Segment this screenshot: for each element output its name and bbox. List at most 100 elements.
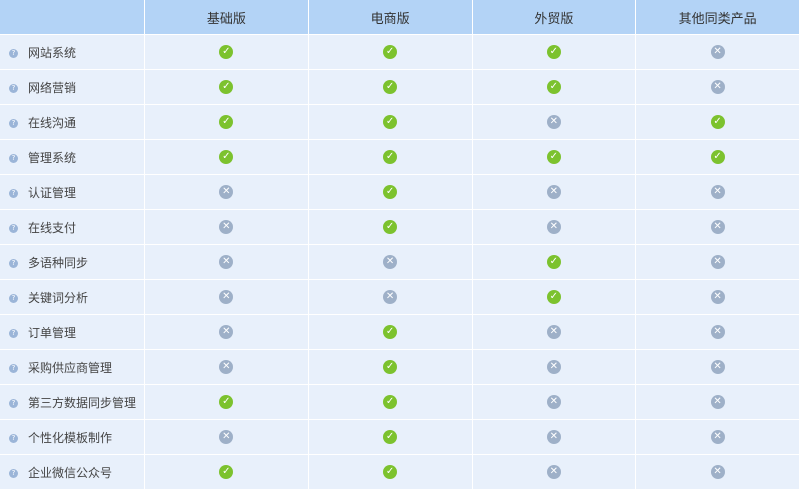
check-icon: ✓ — [546, 80, 561, 95]
table-row: ? 关键词分析 ✕ ✕ ✓ ✕ — [0, 279, 800, 315]
cross-icon: ✕ — [710, 465, 725, 480]
availability-cell: ✓ — [471, 279, 637, 315]
availability-cell: ✓ — [307, 384, 473, 420]
cross-icon: ✕ — [710, 290, 725, 305]
availability-cell: ✕ — [635, 209, 800, 245]
table-row: ? 多语种同步 ✕ ✕ ✓ ✕ — [0, 244, 800, 280]
help-icon[interactable]: ? — [9, 468, 18, 478]
availability-cell: ✕ — [471, 174, 637, 210]
availability-cell: ✕ — [471, 454, 637, 490]
availability-cell: ✓ — [307, 419, 473, 455]
availability-cell: ✓ — [635, 139, 800, 175]
availability-cell: ✕ — [144, 349, 309, 385]
availability-cell: ✓ — [307, 34, 473, 70]
availability-cell: ✓ — [635, 104, 800, 140]
check-icon: ✓ — [219, 465, 234, 480]
header-row: 基础版 电商版 外贸版 其他同类产品 — [0, 0, 800, 35]
feature-label: 企业微信公众号 — [28, 465, 113, 480]
check-icon: ✓ — [219, 45, 234, 60]
check-icon: ✓ — [383, 360, 398, 375]
cross-icon: ✕ — [219, 290, 234, 305]
cross-icon: ✕ — [383, 255, 398, 270]
table-row: ? 第三方数据同步管理 ✓ ✓ ✕ ✕ — [0, 384, 800, 420]
check-icon: ✓ — [219, 150, 234, 165]
feature-label: 订单管理 — [28, 325, 77, 340]
cross-icon: ✕ — [219, 220, 234, 235]
check-icon: ✓ — [383, 220, 398, 235]
availability-cell: ✓ — [307, 69, 473, 105]
check-icon: ✓ — [383, 430, 398, 445]
help-icon[interactable]: ? — [9, 363, 18, 373]
table-row: ? 网络营销 ✓ ✓ ✓ ✕ — [0, 69, 800, 105]
availability-cell: ✕ — [471, 209, 637, 245]
cross-icon: ✕ — [710, 430, 725, 445]
help-icon[interactable]: ? — [9, 48, 18, 58]
help-icon[interactable]: ? — [9, 153, 18, 163]
feature-cell: ? 网站系统 — [0, 34, 145, 70]
feature-cell: ? 个性化模板制作 — [0, 419, 145, 455]
help-icon[interactable]: ? — [9, 223, 18, 233]
availability-cell: ✓ — [144, 69, 309, 105]
table-row: ? 在线支付 ✕ ✓ ✕ ✕ — [0, 209, 800, 245]
availability-cell: ✓ — [471, 34, 637, 70]
table-row: ? 网站系统 ✓ ✓ ✓ ✕ — [0, 34, 800, 70]
availability-cell: ✓ — [307, 349, 473, 385]
help-icon[interactable]: ? — [9, 293, 18, 303]
feature-label: 个性化模板制作 — [28, 430, 113, 445]
check-icon: ✓ — [219, 395, 234, 410]
feature-cell: ? 第三方数据同步管理 — [0, 384, 145, 420]
column-header: 其他同类产品 — [635, 0, 800, 35]
availability-cell: ✕ — [635, 34, 800, 70]
availability-cell: ✕ — [144, 279, 309, 315]
availability-cell: ✓ — [144, 454, 309, 490]
feature-cell: ? 多语种同步 — [0, 244, 145, 280]
help-icon[interactable]: ? — [9, 83, 18, 93]
check-icon: ✓ — [383, 150, 398, 165]
cross-icon: ✕ — [710, 360, 725, 375]
column-header: 外贸版 — [471, 0, 637, 35]
cross-icon: ✕ — [219, 185, 234, 200]
feature-label: 管理系统 — [28, 150, 77, 165]
availability-cell: ✕ — [635, 454, 800, 490]
availability-cell: ✕ — [635, 314, 800, 350]
check-icon: ✓ — [546, 150, 561, 165]
help-icon[interactable]: ? — [9, 258, 18, 268]
cross-icon: ✕ — [710, 395, 725, 410]
check-icon: ✓ — [383, 80, 398, 95]
availability-cell: ✓ — [307, 174, 473, 210]
cross-icon: ✕ — [546, 220, 561, 235]
check-icon: ✓ — [383, 325, 398, 340]
availability-cell: ✕ — [307, 244, 473, 280]
availability-cell: ✕ — [471, 314, 637, 350]
help-icon[interactable]: ? — [9, 398, 18, 408]
check-icon: ✓ — [219, 80, 234, 95]
cross-icon: ✕ — [219, 325, 234, 340]
cross-icon: ✕ — [710, 325, 725, 340]
feature-cell: ? 在线支付 — [0, 209, 145, 245]
availability-cell: ✕ — [144, 244, 309, 280]
availability-cell: ✓ — [471, 139, 637, 175]
feature-label: 关键词分析 — [28, 290, 89, 305]
table-row: ? 企业微信公众号 ✓ ✓ ✕ ✕ — [0, 454, 800, 490]
availability-cell: ✕ — [635, 384, 800, 420]
availability-cell: ✕ — [635, 279, 800, 315]
column-header: 电商版 — [307, 0, 473, 35]
check-icon: ✓ — [710, 115, 725, 130]
feature-cell: ? 管理系统 — [0, 139, 145, 175]
help-icon[interactable]: ? — [9, 328, 18, 338]
cross-icon: ✕ — [546, 325, 561, 340]
availability-cell: ✕ — [471, 419, 637, 455]
feature-cell: ? 网络营销 — [0, 69, 145, 105]
column-header: 基础版 — [144, 0, 309, 35]
availability-cell: ✕ — [144, 419, 309, 455]
availability-cell: ✕ — [635, 349, 800, 385]
help-icon[interactable]: ? — [9, 188, 18, 198]
table-row: ? 认证管理 ✕ ✓ ✕ ✕ — [0, 174, 800, 210]
help-icon[interactable]: ? — [9, 118, 18, 128]
cross-icon: ✕ — [383, 290, 398, 305]
cross-icon: ✕ — [546, 395, 561, 410]
feature-cell: ? 认证管理 — [0, 174, 145, 210]
availability-cell: ✕ — [635, 69, 800, 105]
cross-icon: ✕ — [710, 220, 725, 235]
help-icon[interactable]: ? — [9, 433, 18, 443]
